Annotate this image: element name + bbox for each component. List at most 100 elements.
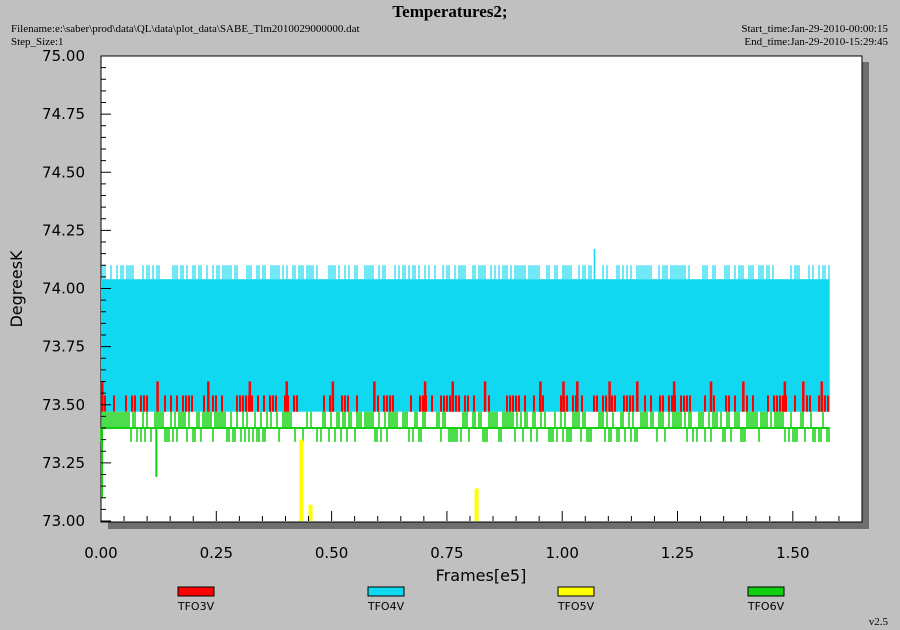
y-tick-label: 74.50 [42, 163, 85, 181]
series-tfo3v-segment [560, 395, 562, 412]
series-tfo3v-segment [275, 395, 277, 412]
series-tfo3v-segment [215, 395, 217, 412]
series-tfo3v-segment [782, 395, 784, 412]
series-tfo3v-segment [164, 395, 166, 412]
series-tfo4v [101, 248, 830, 412]
y-tick-label: 74.25 [42, 221, 85, 239]
series-tfo3v-segment [668, 395, 670, 412]
x-tick-label: 1.25 [661, 544, 694, 562]
series-tfo3v-segment [683, 395, 685, 412]
series-tfo3v-segment [794, 395, 796, 412]
series-tfo3v-spike [742, 381, 745, 412]
series-tfo3v-segment [515, 395, 517, 412]
legend-swatch [557, 586, 595, 597]
series-tfo3v-segment [725, 395, 727, 412]
series-tfo3v-segment [659, 395, 661, 412]
series-tfo3v-segment [284, 395, 286, 412]
series-tfo3v-segment [182, 395, 184, 412]
series-tfo3v-segment [329, 395, 331, 412]
series-tfo3v-segment [191, 395, 193, 412]
series-tfo3v-segment [626, 395, 628, 412]
legend-swatch [367, 586, 405, 597]
series-tfo3v-segment [512, 395, 514, 412]
series-tfo3v-segment [386, 395, 388, 412]
series-tfo3v-segment [596, 395, 598, 412]
series-tfo3v-segment [602, 395, 604, 412]
series-tfo3v-segment [140, 395, 142, 412]
series-tfo3v-segment [473, 395, 475, 412]
version-label: v2.5 [868, 616, 888, 628]
series-tfo3v-spike [709, 381, 713, 412]
series-tfo3v-segment [287, 395, 289, 412]
series-tfo3v-segment [509, 395, 511, 412]
legend-item-tfo3v: TFO3V [177, 586, 215, 613]
series-tfo3v-segment [488, 395, 490, 412]
series-tfo3v-segment [263, 395, 265, 412]
legend: TFO3V TFO4V TFO5V TFO6V [177, 586, 785, 613]
series-tfo3v-segment [443, 395, 445, 412]
start-time-label: Start_time:Jan-29-2010-00:00:15 [741, 23, 888, 35]
series-tfo3v-segment [188, 395, 190, 412]
step-size-label: Step_Size:1 [11, 36, 64, 48]
x-tick-label: 0.25 [200, 544, 233, 562]
series-tfo3v-segment [776, 395, 778, 412]
series-tfo3v-segment [410, 395, 412, 412]
series-tfo3v-segment [746, 395, 748, 412]
x-tick-label: 0.50 [315, 544, 348, 562]
legend-swatch [747, 586, 785, 597]
series-tfo3v-segment [662, 395, 664, 412]
series-tfo3v-spike [451, 381, 455, 412]
series-tfo3v-segment [686, 395, 688, 412]
series-tfo3v-segment [824, 395, 826, 412]
series-tfo3v-segment [767, 395, 769, 412]
series-tfo3v-spike [539, 381, 542, 412]
series-tfo3v-segment [806, 395, 808, 412]
series-tfo3v-segment [614, 395, 616, 412]
legend-label: TFO5V [557, 600, 595, 613]
series-tfo3v-segment [203, 395, 205, 412]
series-tfo3v-spike [608, 381, 611, 412]
series-tfo4v-band [101, 279, 830, 412]
series-tfo3v-segment [170, 395, 172, 412]
legend-label: TFO6V [747, 600, 785, 613]
series-tfo3v-segment [680, 395, 682, 412]
series-tfo3v-segment [611, 395, 613, 412]
series-tfo3v-segment [146, 395, 148, 412]
series-tfo3v-spike [285, 381, 288, 412]
legend-label: TFO4V [367, 600, 405, 613]
series-tfo3v-segment [131, 395, 133, 412]
series-tfo3v-segment [176, 395, 178, 412]
series-layer [100, 248, 830, 521]
series-tfo3v-segment [134, 395, 136, 412]
end-time-label: End_time:Jan-29-2010-15:29:45 [744, 36, 888, 48]
series-tfo3v-spike [783, 381, 787, 412]
series-tfo3v-spike [373, 381, 376, 412]
series-tfo3v-spike [636, 381, 639, 412]
series-tfo3v-segment [245, 395, 247, 412]
series-tfo3v-segment [605, 395, 607, 412]
series-tfo3v-segment [752, 395, 754, 412]
series-tfo3v-segment [455, 395, 457, 412]
series-tfo3v-segment [422, 395, 424, 412]
series-tfo3v-segment [392, 395, 394, 412]
series-tfo3v-segment [629, 395, 631, 412]
series-tfo3v-segment [242, 395, 244, 412]
series-tfo3v-segment [185, 395, 187, 412]
series-tfo3v-segment [773, 395, 775, 412]
series-tfo3v-segment [458, 395, 460, 412]
series-tfo3v-segment [323, 395, 325, 412]
x-tick-label: 0.00 [84, 544, 117, 562]
series-tfo3v-spike [483, 381, 487, 412]
y-tick-label: 73.25 [42, 454, 85, 472]
series-tfo3v-segment [125, 395, 127, 412]
series-tfo3v [101, 381, 829, 412]
series-tfo3v-segment [728, 395, 730, 412]
series-tfo3v-segment [272, 395, 274, 412]
series-tfo3v-segment [446, 395, 448, 412]
series-tfo3v-segment [713, 395, 715, 412]
series-tfo3v-segment [344, 395, 346, 412]
y-tick-label: 74.75 [42, 105, 85, 123]
series-tfo3v-segment [506, 395, 508, 412]
series-tfo3v-segment [212, 395, 214, 412]
series-tfo3v-segment [593, 395, 595, 412]
